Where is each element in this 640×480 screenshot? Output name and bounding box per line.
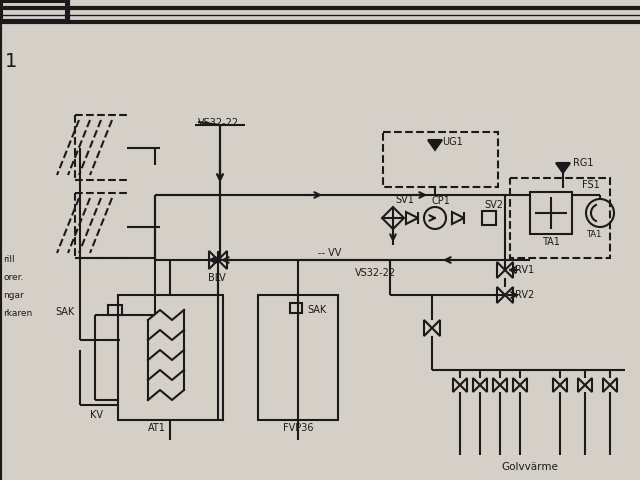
Text: SAK: SAK — [56, 307, 75, 317]
Text: KV: KV — [90, 410, 103, 420]
Bar — [383, 132, 498, 187]
Bar — [530, 192, 572, 234]
Text: SAK: SAK — [307, 305, 326, 315]
Text: RV2: RV2 — [515, 290, 534, 300]
Text: Golvvärme: Golvvärme — [502, 462, 559, 472]
Text: rkaren: rkaren — [3, 309, 32, 318]
Text: BLV: BLV — [208, 273, 226, 283]
Polygon shape — [428, 140, 442, 150]
Text: 1: 1 — [5, 52, 17, 71]
Text: CP1: CP1 — [431, 196, 450, 206]
Text: rill: rill — [3, 255, 15, 264]
Text: ngar: ngar — [3, 291, 24, 300]
Bar — [510, 178, 610, 258]
Text: SV1: SV1 — [395, 195, 414, 205]
Bar — [108, 305, 122, 315]
Text: -- VV: -- VV — [318, 248, 341, 258]
Text: FVP36: FVP36 — [283, 423, 313, 433]
Text: AT1: AT1 — [148, 423, 166, 433]
Text: VS32-22: VS32-22 — [198, 118, 239, 128]
Bar — [258, 295, 338, 420]
Text: TA1: TA1 — [586, 230, 602, 239]
Bar — [118, 295, 223, 420]
Text: UG1: UG1 — [442, 137, 463, 147]
Bar — [2, 2, 66, 20]
Text: VS32-22: VS32-22 — [355, 268, 396, 278]
Text: TA1: TA1 — [542, 237, 560, 247]
Bar — [290, 303, 302, 313]
Text: RV1: RV1 — [515, 265, 534, 275]
Bar — [482, 211, 496, 225]
Text: RG1: RG1 — [573, 158, 593, 168]
Text: FS1: FS1 — [582, 180, 600, 190]
Text: SV2: SV2 — [484, 200, 503, 210]
Text: orer.: orer. — [3, 273, 24, 282]
Polygon shape — [556, 163, 570, 173]
